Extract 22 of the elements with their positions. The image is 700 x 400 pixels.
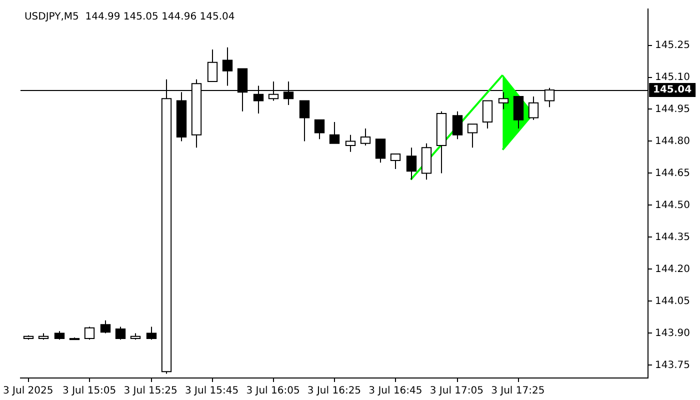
- y-tick-label: 144.35: [655, 232, 690, 243]
- y-tick-label: 143.75: [655, 360, 690, 371]
- y-tick-label: 144.05: [655, 296, 690, 307]
- y-tick-label: 145.10: [655, 72, 690, 83]
- x-tick-label: 3 Jul 17:25: [491, 386, 545, 397]
- y-tick-label: 144.50: [655, 200, 690, 211]
- y-tick-label: 145.25: [655, 40, 690, 51]
- x-tick-label: 3 Jul 16:05: [246, 386, 300, 397]
- x-tick-label: 3 Jul 15:05: [62, 386, 116, 397]
- y-tick-label: 144.80: [655, 136, 690, 147]
- x-tick-label: 3 Jul 2025: [3, 386, 54, 397]
- y-tick-label: 144.20: [655, 264, 690, 275]
- ref-line-label: 145.04: [653, 84, 692, 96]
- x-tick-label: 3 Jul 17:05: [430, 386, 484, 397]
- x-tick-label: 3 Jul 15:25: [124, 386, 178, 397]
- y-tick-label: 144.95: [655, 104, 690, 115]
- x-tick-label: 3 Jul 16:25: [307, 386, 362, 397]
- y-tick-label: 143.90: [655, 328, 690, 339]
- x-tick-label: 3 Jul 15:45: [184, 386, 239, 397]
- x-tick-label: 3 Jul 16:45: [368, 386, 422, 397]
- chart-title: USDJPY,M5 144.99 145.05 144.96 145.04: [24, 12, 235, 23]
- y-tick-label: 144.65: [655, 168, 690, 179]
